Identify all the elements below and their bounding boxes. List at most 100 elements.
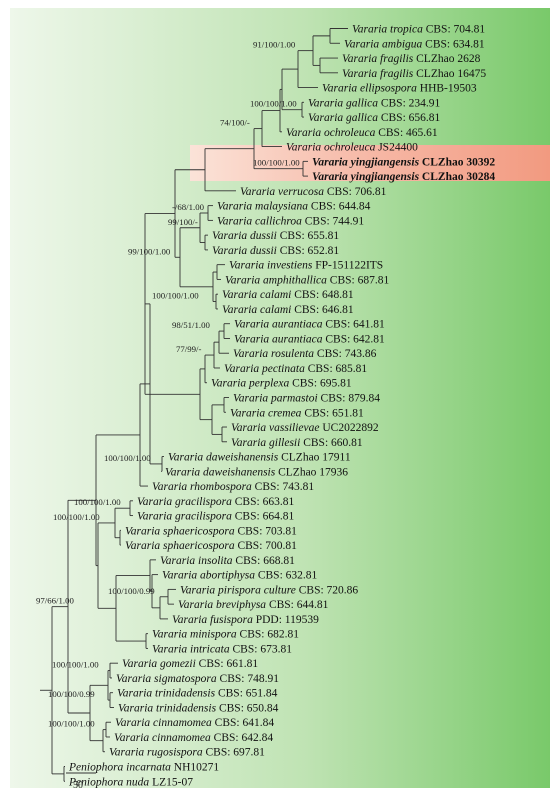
taxon-voucher: CBS: 655.81 [277, 230, 340, 242]
taxon-voucher: CBS: 644.84 [308, 201, 371, 213]
taxon-voucher: CBS: 700.81 [235, 540, 298, 552]
taxon-voucher: CBS: 651.84 [215, 688, 278, 700]
support-value: 100/100/1.00 [250, 99, 297, 109]
taxon-name: Peniophora incarnata [68, 762, 171, 774]
taxon-label: Vararia fragilis CLZhao 16475 [342, 68, 486, 80]
taxon-name: Peniophora nuda [68, 776, 149, 788]
support-value: 100/100/0.99 [48, 689, 95, 699]
taxon-voucher: CBS: 743.86 [314, 348, 377, 360]
taxon-name: Vararia yingjiangensis [312, 156, 420, 168]
taxon-name: Vararia ellipsospora [322, 83, 417, 95]
taxon-name: Vararia sphaericospora [125, 525, 235, 537]
taxon-voucher: UC2022892 [319, 422, 378, 434]
taxon-voucher: CBS: 663.81 [232, 496, 295, 508]
taxon-label: Vararia tropica CBS: 704.81 [352, 24, 485, 36]
taxon-label: Vararia gracilispora CBS: 663.81 [137, 496, 294, 508]
taxon-label: Vararia pectinata CBS: 685.81 [224, 363, 367, 375]
support-value: 91/100/1.00 [253, 40, 296, 50]
taxon-label: Vararia minispora CBS: 682.81 [152, 629, 299, 641]
taxon-voucher: CBS: 632.81 [255, 570, 318, 582]
taxon-label: Vararia rosulenta CBS: 743.86 [233, 348, 377, 360]
taxon-name: Vararia tropica [352, 24, 423, 36]
taxon-name: Vararia perplexa [211, 378, 290, 390]
taxon-name: Vararia vassilievae [231, 422, 319, 434]
taxon-label: Vararia aurantiaca CBS: 641.81 [234, 319, 385, 331]
taxon-voucher: CBS: 704.81 [423, 24, 486, 36]
taxon-name: Vararia breviphysa [178, 599, 266, 611]
taxon-voucher: NH10271 [171, 762, 219, 774]
taxon-name: Vararia dussii [212, 230, 277, 242]
taxon-voucher: CLZhao 30284 [419, 171, 495, 183]
taxon-voucher: CBS: 642.84 [211, 732, 274, 744]
taxon-name: Vararia callichroa [217, 215, 302, 227]
taxon-name: Vararia ochroleuca [286, 127, 376, 139]
taxon-label: Vararia gillesii CBS: 660.81 [231, 437, 363, 449]
support-value: 100/100/1.00 [52, 660, 99, 670]
support-value: 100/100/0.99 [108, 586, 155, 596]
taxon-label: Vararia yingjiangensis CLZhao 30392 [312, 156, 495, 168]
taxon-name: Vararia dussii [212, 245, 277, 257]
support-value: 100/100/1.00 [53, 512, 100, 522]
taxon-label: Vararia gracilispora CBS: 664.81 [137, 511, 294, 523]
taxon-label: Vararia dussii CBS: 655.81 [212, 230, 339, 242]
taxon-name: Vararia sphaericospora [125, 540, 235, 552]
taxon-voucher: CBS: 652.81 [277, 245, 340, 257]
support-value: 98/51/1.00 [172, 320, 210, 330]
taxon-label: Vararia ellipsospora HHB-19503 [322, 83, 477, 95]
taxon-name: Vararia pirispora culture [180, 584, 296, 596]
taxon-label: Vararia fusispora PDD: 119539 [172, 614, 319, 626]
taxon-label: Vararia rhombospora CBS: 743.81 [152, 481, 314, 493]
taxon-name: Vararia rosulenta [233, 348, 314, 360]
taxon-label: Vararia perplexa CBS: 695.81 [211, 378, 352, 390]
taxon-voucher: CBS: 743.81 [252, 481, 315, 493]
taxon-voucher: CBS: 703.81 [235, 525, 298, 537]
taxon-voucher: CLZhao 17911 [278, 452, 351, 464]
taxon-label: Vararia ochroleuca JS24400 [286, 142, 418, 154]
taxon-name: Vararia abortiphysa [162, 570, 255, 582]
taxon-label: Vararia rugosispora CBS: 697.81 [109, 747, 265, 759]
taxon-label: Vararia fragilis CLZhao 2628 [342, 53, 481, 65]
taxon-voucher: CBS: 234.91 [378, 97, 441, 109]
taxon-voucher: CBS: 673.81 [230, 643, 293, 655]
taxon-voucher: HHB-19503 [417, 83, 477, 95]
taxon-voucher: CLZhao 17936 [275, 466, 348, 478]
taxon-label: Vararia verrucosa CBS: 706.81 [240, 186, 387, 198]
support-value: 77/99/- [176, 344, 201, 354]
taxon-voucher: CBS: 685.81 [305, 363, 368, 375]
taxon-voucher: CBS: 706.81 [324, 186, 387, 198]
taxon-voucher: CBS: 641.81 [323, 319, 386, 331]
taxon-label: Vararia ochroleuca CBS: 465.61 [286, 127, 438, 139]
taxon-name: Vararia malaysiana [217, 201, 308, 213]
taxon-name: Vararia minispora [152, 629, 237, 641]
taxon-voucher: CLZhao 30392 [419, 156, 495, 168]
taxon-voucher: CBS: 879.84 [318, 393, 381, 405]
taxon-name: Vararia fragilis [342, 53, 414, 65]
taxon-label: Vararia sphaericospora CBS: 700.81 [125, 540, 297, 552]
background-panel [10, 8, 550, 788]
taxon-voucher: CBS: 695.81 [289, 378, 352, 390]
taxon-label: Peniophora incarnata NH10271 [68, 762, 219, 774]
taxon-voucher: CBS: 748.91 [217, 673, 280, 685]
support-value: 74/100/- [220, 118, 250, 128]
taxon-name: Vararia daweishanensis [168, 452, 279, 464]
support-value: 100/100/1.00 [48, 719, 95, 729]
taxon-name: Vararia sigmatospora [116, 673, 217, 685]
taxon-name: Vararia trinidadensis [118, 702, 217, 714]
taxon-label: Vararia aurantiaca CBS: 642.81 [234, 333, 385, 345]
taxon-name: Vararia pectinata [224, 363, 305, 375]
support-labels: 91/100/1.00100/100/1.0074/100/-100/100/1… [36, 40, 300, 729]
taxon-label: Vararia abortiphysa CBS: 632.81 [162, 570, 318, 582]
support-value: 100/100/1.00 [253, 158, 300, 168]
support-value: 100/100/1.00 [152, 291, 199, 301]
taxon-name: Vararia gracilispora [137, 511, 232, 523]
taxon-name: Vararia gillesii [231, 437, 300, 449]
taxon-name: Vararia ambigua [344, 38, 423, 50]
taxon-name: Vararia gallica [308, 97, 378, 109]
taxon-name: Vararia calami [222, 304, 291, 316]
taxon-label: Vararia intricata CBS: 673.81 [152, 643, 292, 655]
taxon-label: Vararia sphaericospora CBS: 703.81 [125, 525, 297, 537]
taxon-voucher: CLZhao 2628 [413, 53, 480, 65]
taxon-label: Vararia yingjiangensis CLZhao 30284 [312, 171, 495, 183]
support-value: 100/100/1.00 [104, 453, 151, 463]
taxon-voucher: CBS: 465.61 [375, 127, 438, 139]
